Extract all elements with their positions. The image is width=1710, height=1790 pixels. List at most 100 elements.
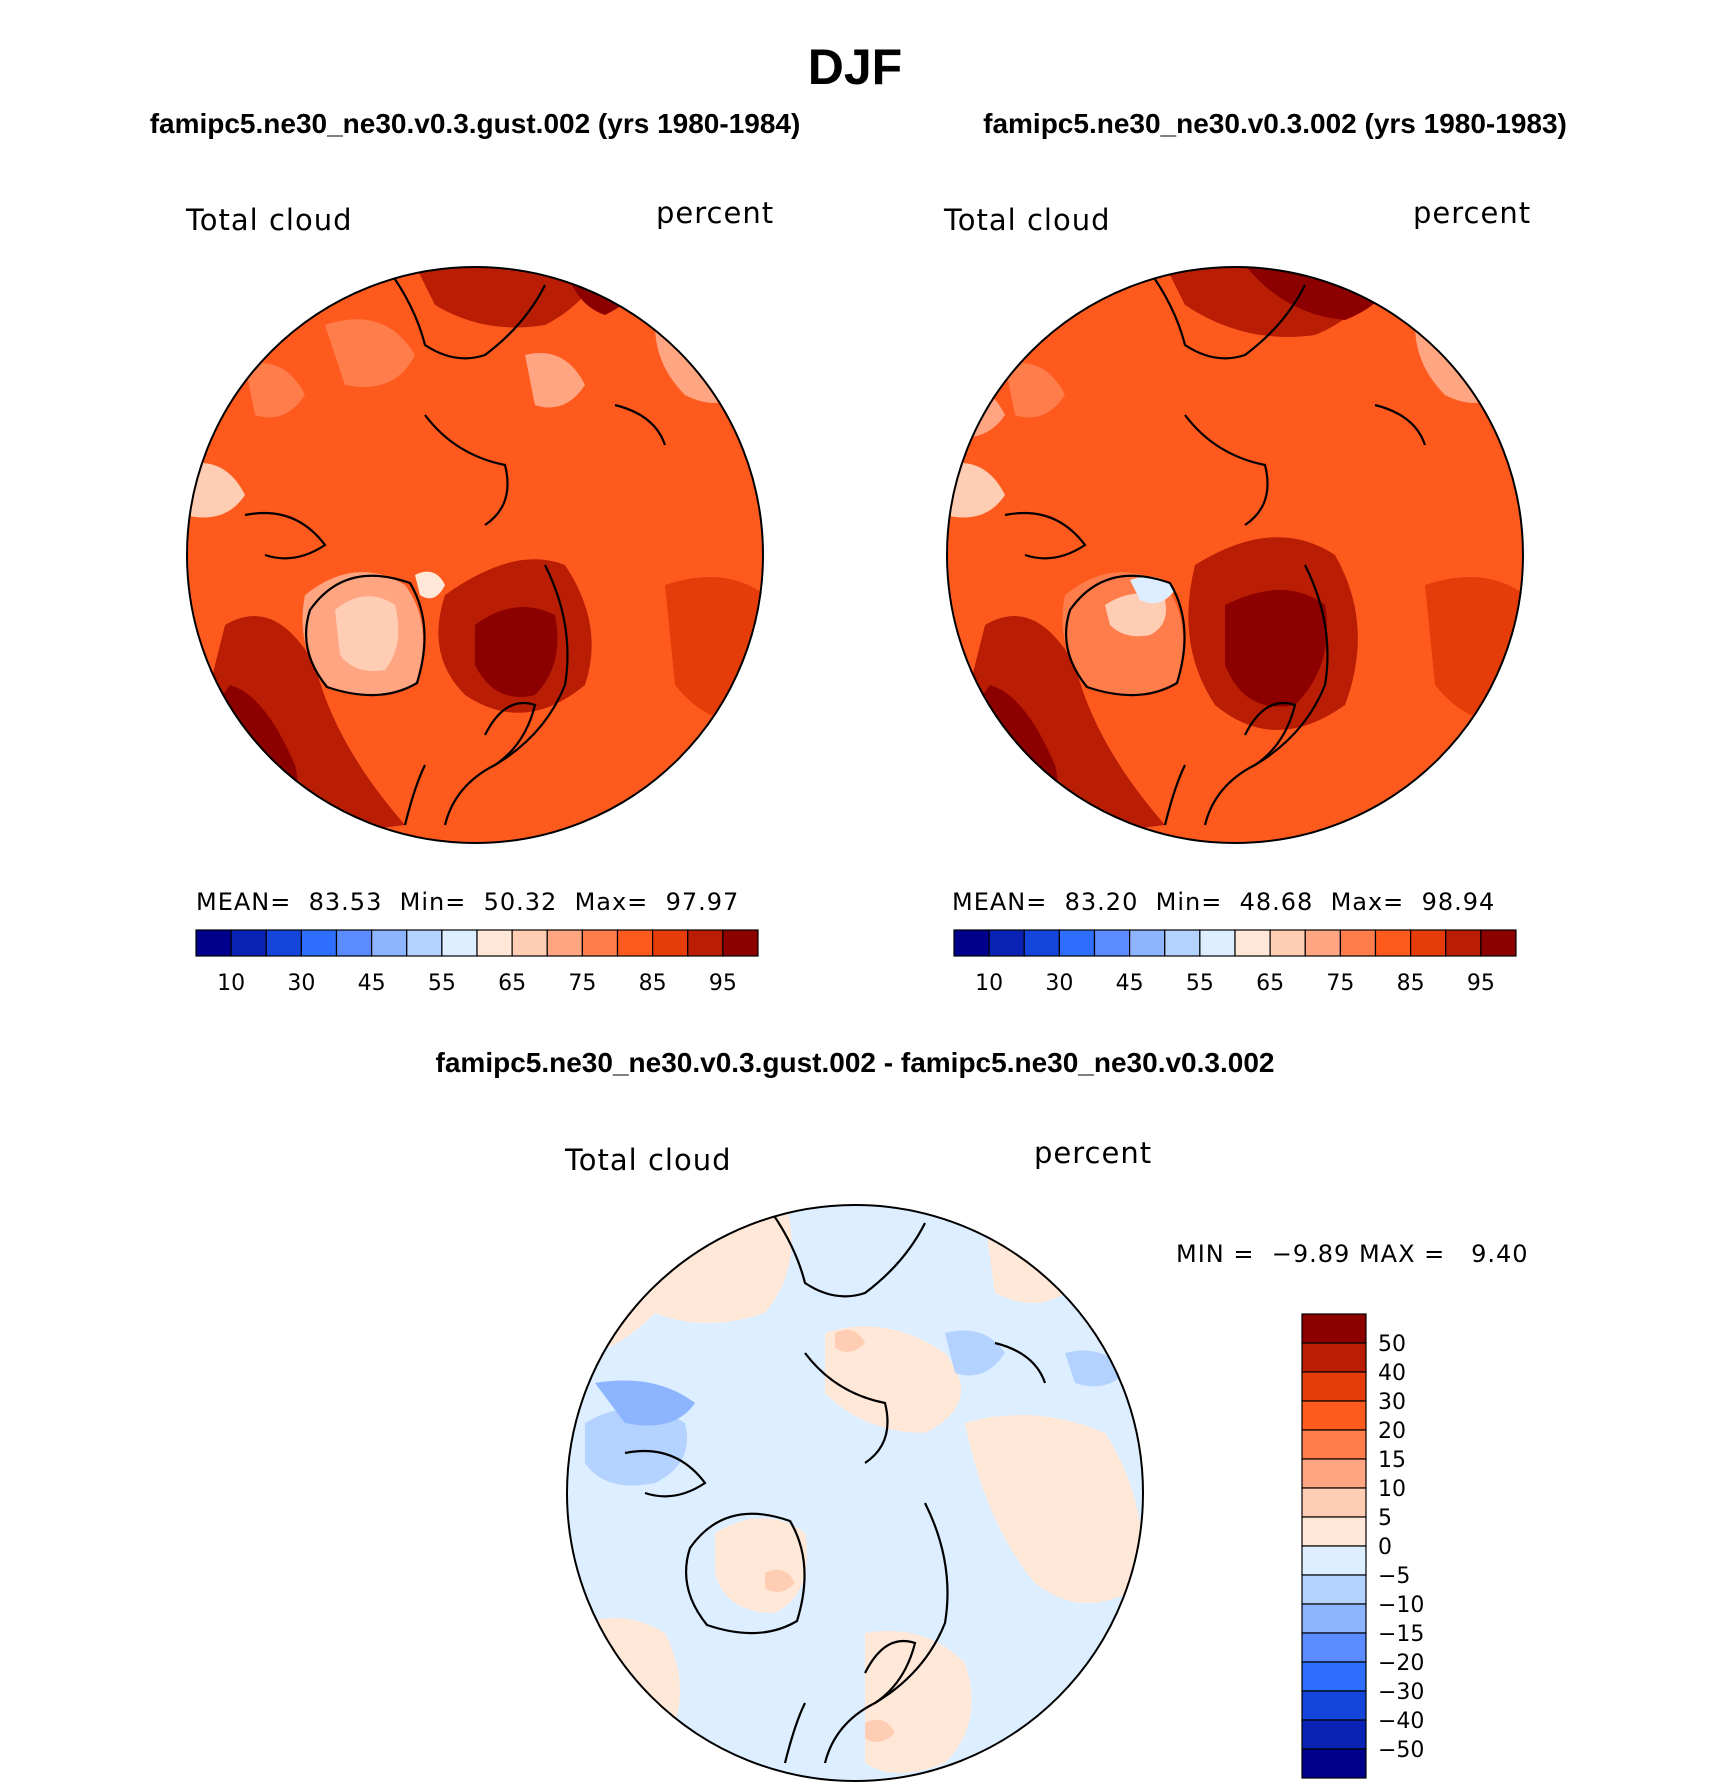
panel1-units-label: percent	[656, 196, 775, 230]
colorbar-swatch	[1301, 1748, 1367, 1779]
colorbar-label: 0	[1378, 1535, 1392, 1560]
colorbar-swatch	[1301, 1603, 1367, 1634]
colorbar-label: −30	[1378, 1680, 1424, 1705]
colorbar-label: 65	[1256, 971, 1284, 996]
colorbar-label: 85	[639, 971, 667, 996]
colorbar-label: 55	[428, 971, 456, 996]
colorbar-swatch	[1301, 1487, 1367, 1518]
colorbar-swatch	[1129, 929, 1166, 957]
colorbar-swatch	[1301, 1719, 1367, 1750]
panel1-stats: MEAN= 83.53 Min= 50.32 Max= 97.97	[196, 888, 740, 916]
colorbar-swatch	[441, 929, 478, 957]
colorbar-swatch	[1301, 1661, 1367, 1692]
panel1-variable-label: Total cloud	[186, 203, 353, 237]
colorbar-label: −10	[1378, 1593, 1424, 1618]
diff-variable-label: Total cloud	[565, 1143, 732, 1177]
colorbar-swatch	[1058, 929, 1096, 957]
colorbar-label: 95	[1467, 971, 1495, 996]
panel1-coastline-eurasia	[443, 564, 569, 826]
colorbar-label: 10	[217, 971, 245, 996]
colorbar-swatch	[1301, 1313, 1367, 1344]
colorbar-swatch	[406, 929, 443, 957]
panel1-case-title: famipc5.ne30_ne30.v0.3.gust.002 (yrs 198…	[149, 108, 801, 139]
colorbar-swatch	[1093, 929, 1131, 957]
colorbar-swatch	[1269, 929, 1306, 957]
colorbar-swatch	[1301, 1690, 1367, 1721]
colorbar-swatch	[1301, 1516, 1367, 1547]
colorbar-swatch	[1339, 929, 1377, 957]
colorbar-label: 30	[1045, 971, 1073, 996]
colorbar-swatch	[687, 929, 724, 957]
colorbar-label: −50	[1378, 1738, 1424, 1763]
colorbar-label: 55	[1186, 971, 1214, 996]
colorbar-label: 30	[287, 971, 315, 996]
colorbar-swatch	[1023, 929, 1060, 957]
diff-stats: MIN = −9.89 MAX = 9.40	[1176, 1240, 1529, 1268]
colorbar-swatch	[265, 929, 302, 957]
colorbar-label: 10	[975, 971, 1003, 996]
panel1-colorbar: 10 30 45 55 65 75 85 95	[195, 929, 759, 996]
panel2-variable-label: Total cloud	[944, 203, 1111, 237]
colorbar-swatch	[581, 929, 619, 957]
colorbar-swatch	[722, 929, 759, 957]
diff-title: famipc5.ne30_ne30.v0.3.gust.002 - famipc…	[435, 1047, 1275, 1078]
colorbar-swatch	[1301, 1545, 1367, 1576]
colorbar-swatch	[1301, 1400, 1367, 1431]
colorbar-swatch	[616, 929, 654, 957]
colorbar-label: 40	[1378, 1361, 1406, 1386]
panel2-case-title: famipc5.ne30_ne30.v0.3.002 (yrs 1980-198…	[983, 108, 1567, 139]
colorbar-label: 50	[1378, 1332, 1406, 1357]
colorbar-swatch	[1164, 929, 1201, 957]
colorbar-label: 75	[1326, 971, 1354, 996]
colorbar-swatch	[1480, 929, 1517, 957]
colorbar-swatch	[1301, 1342, 1367, 1373]
colorbar-swatch	[300, 929, 338, 957]
colorbar-label: 95	[709, 971, 737, 996]
colorbar-swatch	[953, 929, 990, 957]
colorbar-label: −15	[1378, 1622, 1424, 1647]
panel2-units-label: percent	[1413, 196, 1532, 230]
colorbar-label: 30	[1378, 1390, 1406, 1415]
colorbar-swatch	[1301, 1429, 1367, 1460]
colorbar-swatch	[988, 929, 1025, 957]
colorbar-label: 45	[1116, 971, 1144, 996]
colorbar-swatch	[511, 929, 548, 957]
colorbar-label: −40	[1378, 1709, 1424, 1734]
panel2-colorbar: 10 30 45 55 65 75 85 95	[953, 929, 1517, 996]
colorbar-label: 15	[1378, 1448, 1406, 1473]
colorbar-swatch	[1301, 1632, 1367, 1663]
colorbar-label: 5	[1378, 1506, 1392, 1531]
colorbar-label: −5	[1378, 1564, 1410, 1589]
colorbar-swatch	[1301, 1371, 1367, 1402]
colorbar-label: 20	[1378, 1419, 1406, 1444]
panel1-polar-map	[186, 266, 764, 844]
colorbar-label: 65	[498, 971, 526, 996]
colorbar-swatch	[1410, 929, 1447, 957]
colorbar-swatch	[1199, 929, 1236, 957]
colorbar-swatch	[1301, 1458, 1367, 1489]
colorbar-swatch	[476, 929, 513, 957]
colorbar-label: 85	[1397, 971, 1425, 996]
colorbar-label: 10	[1378, 1477, 1406, 1502]
colorbar-label: 75	[568, 971, 596, 996]
panel2-stats: MEAN= 83.20 Min= 48.68 Max= 98.94	[952, 888, 1496, 916]
colorbar-swatch	[230, 929, 267, 957]
panel2-polar-map	[946, 266, 1524, 844]
colorbar-swatch	[652, 929, 689, 957]
colorbar-label: 45	[358, 971, 386, 996]
colorbar-label: −20	[1378, 1651, 1424, 1676]
colorbar-swatch	[1374, 929, 1412, 957]
colorbar-swatch	[195, 929, 232, 957]
diff-polar-map	[566, 1204, 1144, 1782]
colorbar-swatch	[1304, 929, 1341, 957]
page-title: DJF	[807, 39, 903, 95]
panel1-coastline-greenland	[304, 574, 426, 697]
colorbar-swatch	[546, 929, 583, 957]
colorbar-swatch	[1445, 929, 1482, 957]
colorbar-swatch	[335, 929, 373, 957]
colorbar-swatch	[1301, 1574, 1367, 1605]
colorbar-swatch	[1234, 929, 1271, 957]
colorbar-swatch	[371, 929, 408, 957]
diff-units-label: percent	[1034, 1136, 1153, 1170]
